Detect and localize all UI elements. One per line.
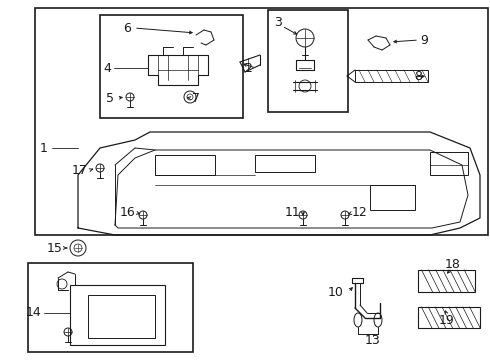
Bar — [418, 270, 475, 292]
Bar — [430, 152, 468, 175]
Text: 5: 5 — [106, 91, 114, 104]
Text: 12: 12 — [352, 207, 368, 220]
Bar — [28, 263, 193, 352]
Bar — [35, 8, 488, 235]
Bar — [418, 307, 480, 328]
Text: 3: 3 — [274, 15, 282, 28]
Bar — [100, 15, 243, 118]
Bar — [268, 10, 348, 112]
Text: 2: 2 — [244, 62, 252, 75]
Text: 16: 16 — [120, 207, 136, 220]
Text: 10: 10 — [328, 287, 344, 300]
Bar — [88, 295, 155, 338]
Text: 18: 18 — [445, 258, 461, 271]
Text: 14: 14 — [26, 306, 42, 320]
Text: 7: 7 — [192, 91, 200, 104]
Bar — [155, 155, 215, 175]
Text: 8: 8 — [414, 71, 422, 84]
Bar — [370, 185, 415, 210]
Text: 9: 9 — [420, 33, 428, 46]
Bar — [255, 155, 315, 172]
Text: 6: 6 — [123, 22, 131, 35]
Text: 15: 15 — [47, 242, 63, 255]
Text: 4: 4 — [103, 62, 111, 75]
Text: 13: 13 — [365, 333, 381, 346]
Text: 17: 17 — [72, 163, 88, 176]
Text: 1: 1 — [40, 141, 48, 154]
Bar — [355, 70, 428, 82]
Text: 11: 11 — [285, 207, 301, 220]
Bar — [70, 285, 165, 345]
Text: 19: 19 — [439, 314, 455, 327]
